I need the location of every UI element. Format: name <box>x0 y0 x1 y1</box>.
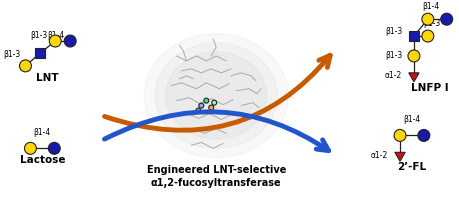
Circle shape <box>421 13 433 25</box>
Text: β1-4: β1-4 <box>421 2 438 11</box>
Circle shape <box>407 50 419 62</box>
Text: β1-4: β1-4 <box>34 128 51 137</box>
Text: β1-3: β1-3 <box>384 51 401 60</box>
Text: α1-2: α1-2 <box>370 151 387 160</box>
Circle shape <box>211 100 216 105</box>
Circle shape <box>198 103 203 108</box>
Text: β1-3: β1-3 <box>30 31 47 40</box>
Ellipse shape <box>155 43 277 148</box>
Text: β1-3: β1-3 <box>422 19 439 28</box>
Ellipse shape <box>165 52 266 139</box>
Text: α1,2-fucosyltransferase: α1,2-fucosyltransferase <box>151 178 281 188</box>
Text: LNT: LNT <box>36 73 58 83</box>
Circle shape <box>203 98 208 103</box>
Text: β1-4: β1-4 <box>48 31 65 40</box>
Circle shape <box>24 142 36 154</box>
Circle shape <box>417 129 429 141</box>
Circle shape <box>440 13 452 25</box>
Circle shape <box>48 142 60 154</box>
Circle shape <box>393 129 405 141</box>
Ellipse shape <box>144 34 288 158</box>
Text: LNFP I: LNFP I <box>410 83 448 93</box>
Circle shape <box>19 60 31 72</box>
Bar <box>35 48 45 58</box>
Circle shape <box>196 108 201 113</box>
Text: α1-2: α1-2 <box>384 71 401 80</box>
Circle shape <box>421 30 433 42</box>
Bar <box>408 31 418 41</box>
Circle shape <box>208 105 213 110</box>
Text: Lactose: Lactose <box>20 155 65 165</box>
FancyArrowPatch shape <box>104 55 330 130</box>
Text: Engineered LNT-selective: Engineered LNT-selective <box>146 165 285 175</box>
Text: 2’-FL: 2’-FL <box>397 162 425 172</box>
Circle shape <box>49 35 61 47</box>
Text: β1-3: β1-3 <box>3 50 21 59</box>
Circle shape <box>64 35 76 47</box>
FancyArrowPatch shape <box>104 112 328 151</box>
Text: β1-4: β1-4 <box>403 115 420 124</box>
Text: β1-3: β1-3 <box>384 27 401 36</box>
